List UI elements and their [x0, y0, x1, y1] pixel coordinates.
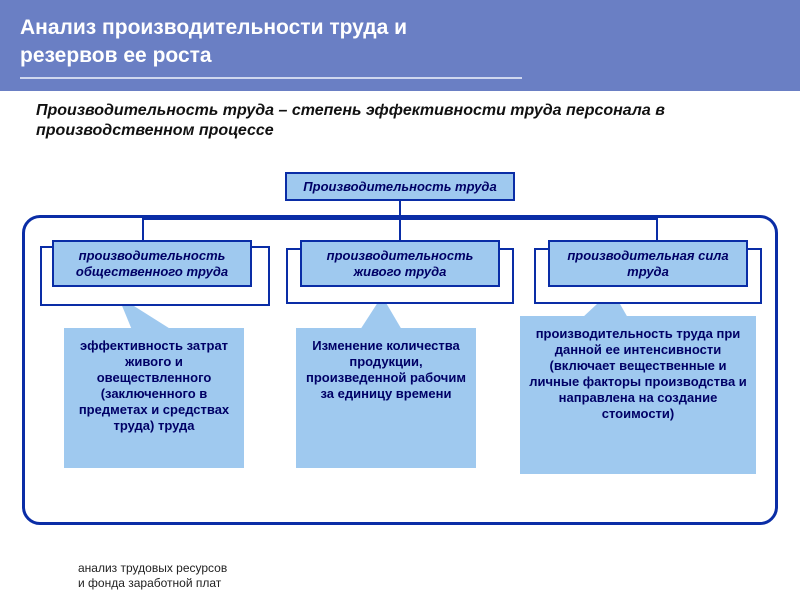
- title-underline: [20, 77, 522, 79]
- footer-text: анализ трудовых ресурсов и фонда заработ…: [78, 561, 227, 590]
- sub-node-1: производительность общественного труда: [52, 240, 252, 287]
- footer-line-1: анализ трудовых ресурсов: [78, 561, 227, 575]
- sub-node-2: производительность живого труда: [300, 240, 500, 287]
- connector-drop-3: [656, 218, 658, 240]
- title-line-1: Анализ производительности труда и: [20, 14, 780, 42]
- callout-1: эффективность затрат живого и овеществле…: [64, 328, 244, 468]
- diagram-area: Производительность труда производительно…: [22, 160, 778, 560]
- sub-node-3: производительная сила труда: [548, 240, 748, 287]
- callout-3: производительность труда при данной ее и…: [520, 316, 756, 474]
- connector-drop-2: [399, 218, 401, 240]
- footer-line-2: и фонда заработной плат: [78, 576, 227, 590]
- title-line-2: резервов ее роста: [20, 42, 780, 70]
- top-node: Производительность труда: [285, 172, 515, 201]
- connector-drop-1: [142, 218, 144, 240]
- connector-vtop: [399, 200, 401, 218]
- subtitle: Производительность труда – степень эффек…: [0, 91, 800, 143]
- callout-2: Изменение количества продукции, произвед…: [296, 328, 476, 468]
- slide-header: Анализ производительности труда и резерв…: [0, 0, 800, 91]
